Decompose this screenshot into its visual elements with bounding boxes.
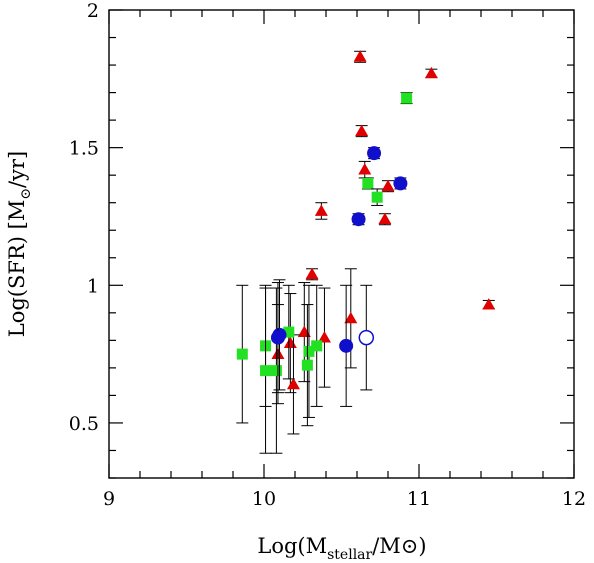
data-point bbox=[310, 284, 323, 407]
x-axis-label: Log(Mstellar/M⊙) bbox=[257, 534, 426, 563]
data-point bbox=[400, 92, 413, 105]
plot-frame bbox=[108, 9, 575, 479]
data-point bbox=[236, 284, 249, 424]
data-point bbox=[270, 282, 285, 394]
circle-marker bbox=[339, 338, 354, 353]
square-marker bbox=[270, 365, 282, 377]
data-point bbox=[424, 66, 438, 79]
y-tick-label: 1.5 bbox=[69, 138, 99, 160]
triangle-marker bbox=[353, 50, 367, 62]
triangle-marker bbox=[482, 298, 496, 310]
data-point bbox=[317, 287, 331, 388]
data-point bbox=[270, 287, 283, 454]
triangle-marker bbox=[358, 163, 372, 175]
data-point bbox=[358, 160, 372, 179]
circle-marker bbox=[367, 146, 382, 161]
square-marker bbox=[260, 365, 272, 377]
square-marker bbox=[301, 359, 313, 371]
data-point bbox=[351, 212, 366, 227]
data-points bbox=[236, 50, 496, 454]
data-point bbox=[259, 287, 272, 454]
triangle-marker bbox=[305, 267, 319, 280]
y-tick-label: 0.5 bbox=[69, 413, 99, 435]
x-tick-label: 9 bbox=[103, 488, 115, 510]
axis-ticks bbox=[108, 9, 575, 479]
square-marker bbox=[283, 326, 295, 338]
triangle-marker bbox=[314, 204, 328, 216]
data-point bbox=[305, 267, 319, 281]
data-point bbox=[339, 284, 354, 407]
y-axis-label: Log(SFR) [M⊙/yr] bbox=[5, 151, 34, 337]
circle-marker bbox=[393, 176, 408, 191]
square-marker bbox=[401, 92, 413, 104]
circle-marker bbox=[351, 212, 366, 227]
data-point bbox=[367, 146, 382, 161]
triangle-marker bbox=[283, 336, 297, 348]
data-point bbox=[314, 202, 328, 220]
data-point bbox=[283, 293, 297, 394]
y-tick-label: 2 bbox=[87, 0, 99, 22]
data-point bbox=[371, 188, 384, 206]
data-point bbox=[355, 124, 369, 138]
data-point bbox=[393, 176, 408, 191]
x-tick-label: 10 bbox=[252, 488, 276, 510]
square-marker bbox=[362, 177, 374, 189]
data-point bbox=[381, 179, 395, 193]
y-tick-label: 1 bbox=[87, 275, 99, 297]
triangle-marker bbox=[424, 66, 438, 79]
triangle-marker bbox=[344, 311, 358, 324]
x-tick-label: 12 bbox=[562, 488, 586, 510]
square-marker bbox=[311, 340, 323, 352]
open-circle-marker bbox=[358, 329, 375, 346]
circle-marker bbox=[270, 330, 285, 345]
triangle-marker bbox=[317, 331, 331, 343]
data-point bbox=[353, 50, 367, 63]
data-point bbox=[378, 212, 392, 226]
x-tick-label: 11 bbox=[407, 488, 431, 510]
tick-labels: 9 10 11 12 0.5 1 1.5 2 bbox=[69, 0, 586, 510]
data-point bbox=[482, 298, 496, 310]
square-marker bbox=[236, 348, 248, 360]
square-marker bbox=[371, 191, 383, 203]
triangle-marker bbox=[286, 377, 300, 390]
data-point bbox=[361, 177, 374, 190]
triangle-marker bbox=[355, 124, 369, 137]
data-point bbox=[301, 304, 314, 427]
triangle-marker bbox=[381, 179, 395, 192]
square-marker bbox=[303, 345, 315, 357]
data-point bbox=[358, 284, 375, 391]
data-point bbox=[282, 284, 295, 380]
triangle-marker bbox=[378, 212, 392, 225]
